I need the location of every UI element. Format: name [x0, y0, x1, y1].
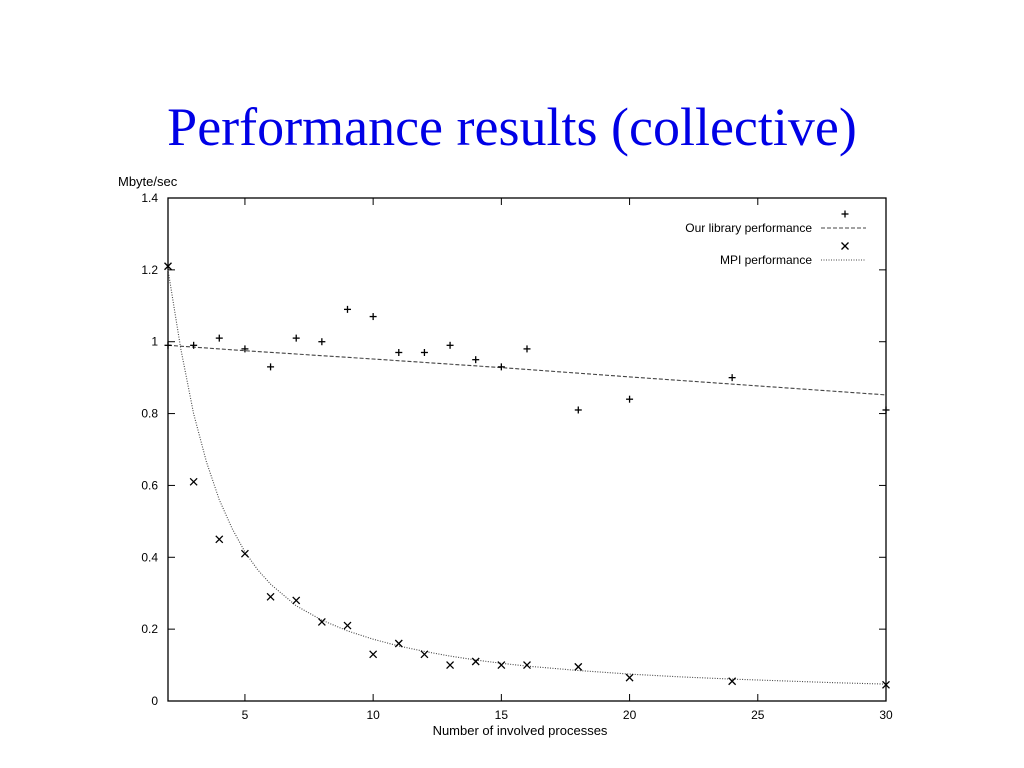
data-point-series-2	[728, 677, 737, 686]
data-point-series-1	[420, 348, 428, 356]
axis-ticks: 5 10 15 20 25 30 0 0.2 0.4 0.6 0.8 1 1.2 1.4	[141, 191, 893, 722]
data-point-series-1	[472, 356, 480, 364]
data-point-series-2	[523, 661, 531, 670]
data-point-series-2	[446, 661, 455, 670]
data-point-series-2	[394, 639, 403, 648]
x-tick-label: 5	[242, 708, 249, 722]
data-point-series-1	[267, 363, 275, 371]
data-point-series-2	[882, 680, 890, 689]
data-point-series-1	[574, 406, 582, 414]
data-point-series-2	[420, 650, 429, 659]
data-points	[164, 262, 890, 689]
x-tick-label: 10	[366, 708, 380, 722]
data-point-series-1	[626, 395, 634, 403]
data-point-series-1	[215, 334, 223, 342]
y-axis-label: Mbyte/sec	[118, 174, 178, 189]
data-point-series-1	[369, 313, 377, 321]
data-point-series-2	[215, 535, 224, 544]
data-point-series-2	[574, 662, 583, 671]
plot-frame	[167, 197, 887, 702]
data-point-series-1	[190, 341, 198, 349]
slide-title: Performance results (collective)	[167, 97, 857, 157]
data-point-series-1	[164, 341, 172, 349]
data-point-series-2	[164, 262, 172, 271]
data-point-series-2	[369, 650, 378, 659]
legend-marker-series-2	[841, 242, 849, 250]
data-point-series-2	[266, 592, 275, 601]
fit-line-series-1	[167, 344, 887, 396]
legend-label-series-1: Our library performance	[685, 221, 812, 235]
data-point-series-2	[189, 477, 198, 486]
data-point-series-2	[625, 673, 634, 682]
data-point-series-1	[318, 338, 326, 346]
x-tick-label: 30	[879, 708, 893, 722]
data-point-series-1	[882, 406, 890, 414]
data-point-series-1	[241, 345, 249, 353]
y-tick-label: 0.8	[141, 407, 158, 421]
x-tick-label: 15	[495, 708, 509, 722]
y-tick-label: 0.2	[141, 622, 158, 636]
data-point-series-1	[497, 363, 505, 371]
x-axis-label: Number of involved processes	[433, 723, 608, 738]
data-point-series-1	[446, 341, 454, 349]
x-tick-label: 20	[623, 708, 637, 722]
data-point-series-2	[343, 621, 352, 630]
legend-label-series-2: MPI performance	[720, 253, 812, 267]
data-point-series-1	[728, 374, 736, 382]
legend-marker-series-1	[841, 210, 849, 218]
y-tick-label: 0	[151, 694, 158, 708]
y-tick-label: 1.4	[141, 191, 158, 205]
data-point-series-2	[292, 596, 301, 605]
data-point-series-2	[240, 549, 249, 558]
fit-lines	[167, 269, 887, 685]
legend: Our library performance MPI performance	[685, 210, 866, 267]
y-tick-label: 0.6	[141, 478, 158, 492]
data-point-series-1	[523, 345, 531, 353]
y-tick-label: 1.2	[141, 263, 158, 277]
data-point-series-2	[497, 661, 506, 670]
y-tick-label: 0.4	[141, 550, 158, 564]
y-tick-label: 1	[151, 335, 158, 349]
x-tick-label: 25	[751, 708, 765, 722]
data-point-series-1	[395, 348, 403, 356]
data-point-series-2	[471, 657, 480, 666]
data-point-series-2	[317, 617, 326, 626]
fit-line-series-2	[167, 269, 887, 685]
data-point-series-1	[344, 305, 351, 313]
data-point-series-1	[292, 334, 300, 342]
